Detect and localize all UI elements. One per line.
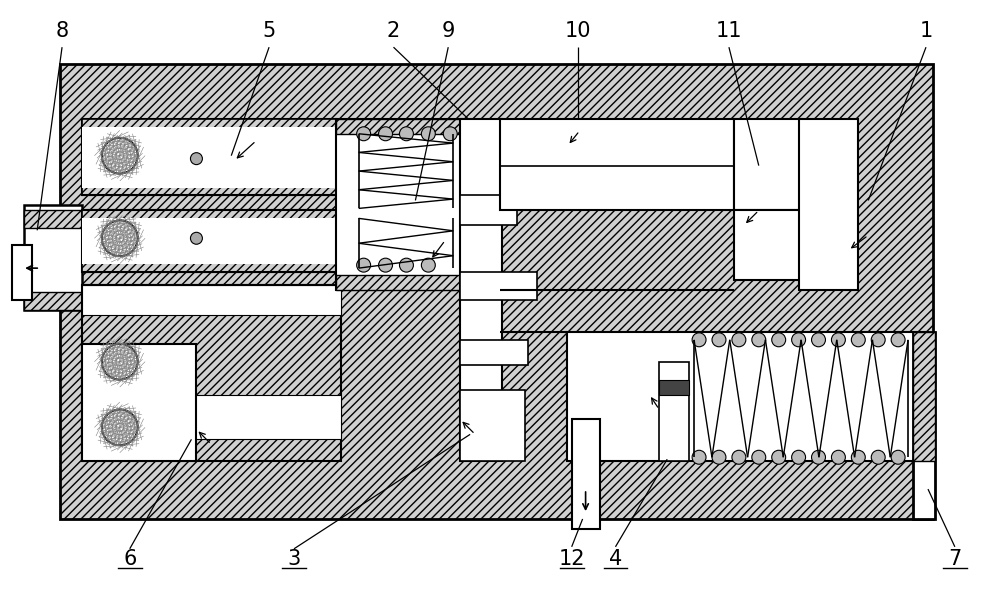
Text: 5: 5 [262, 21, 276, 41]
Text: 7: 7 [948, 549, 961, 569]
Bar [460, 340, 528, 365]
Bar [734, 119, 802, 210]
Bar [60, 64, 933, 519]
Bar [82, 344, 196, 461]
Circle shape [871, 450, 885, 465]
Circle shape [357, 258, 371, 272]
Text: 4: 4 [609, 549, 622, 569]
Bar [82, 285, 341, 461]
Circle shape [692, 333, 706, 347]
Bar [82, 127, 336, 188]
Text: 1: 1 [919, 21, 933, 41]
Text: 8: 8 [55, 21, 69, 41]
Bar [82, 285, 341, 315]
Circle shape [752, 450, 766, 465]
Bar [24, 206, 82, 310]
Bar [82, 210, 336, 272]
Circle shape [712, 333, 726, 347]
Circle shape [443, 127, 457, 141]
Circle shape [379, 258, 393, 272]
Circle shape [732, 450, 746, 465]
Bar [336, 275, 462, 290]
Bar [799, 119, 858, 290]
Bar [913, 332, 935, 519]
Text: 6: 6 [123, 549, 136, 569]
Bar [82, 394, 341, 440]
Bar [460, 195, 517, 225]
Circle shape [831, 450, 845, 465]
Circle shape [357, 127, 371, 141]
Bar [82, 210, 336, 272]
Circle shape [851, 333, 865, 347]
Bar [460, 119, 502, 461]
Bar [734, 210, 802, 280]
Circle shape [772, 450, 786, 465]
Text: 10: 10 [564, 21, 591, 41]
Circle shape [772, 333, 786, 347]
Bar [913, 332, 935, 461]
Bar [82, 119, 336, 195]
Bar [500, 119, 734, 210]
Bar [336, 119, 462, 134]
Circle shape [421, 258, 435, 272]
Circle shape [752, 333, 766, 347]
Bar [572, 419, 600, 529]
Bar [659, 362, 689, 461]
Bar [460, 390, 525, 461]
Circle shape [792, 333, 806, 347]
Circle shape [831, 333, 845, 347]
Circle shape [732, 333, 746, 347]
Circle shape [399, 258, 413, 272]
Text: 12: 12 [558, 549, 585, 569]
Bar [567, 332, 928, 461]
Circle shape [190, 153, 202, 165]
Circle shape [102, 220, 138, 256]
Bar [82, 119, 336, 195]
Circle shape [190, 232, 202, 244]
Circle shape [421, 127, 435, 141]
Circle shape [871, 333, 885, 347]
Text: 11: 11 [716, 21, 742, 41]
Circle shape [712, 450, 726, 465]
Circle shape [891, 450, 905, 465]
Bar [12, 245, 32, 300]
Circle shape [792, 450, 806, 465]
Circle shape [102, 138, 138, 173]
Circle shape [379, 127, 393, 141]
Circle shape [399, 127, 413, 141]
Circle shape [851, 450, 865, 465]
Circle shape [812, 450, 825, 465]
Circle shape [891, 333, 905, 347]
Bar [24, 210, 82, 228]
Text: 3: 3 [287, 549, 301, 569]
Circle shape [102, 409, 138, 446]
Circle shape [812, 333, 825, 347]
Text: 2: 2 [387, 21, 400, 41]
Bar [460, 272, 537, 300]
Text: 9: 9 [442, 21, 455, 41]
Bar [82, 219, 336, 264]
Bar [336, 119, 462, 290]
Circle shape [692, 450, 706, 465]
Bar [659, 380, 689, 394]
Bar [24, 292, 82, 310]
Circle shape [102, 344, 138, 380]
